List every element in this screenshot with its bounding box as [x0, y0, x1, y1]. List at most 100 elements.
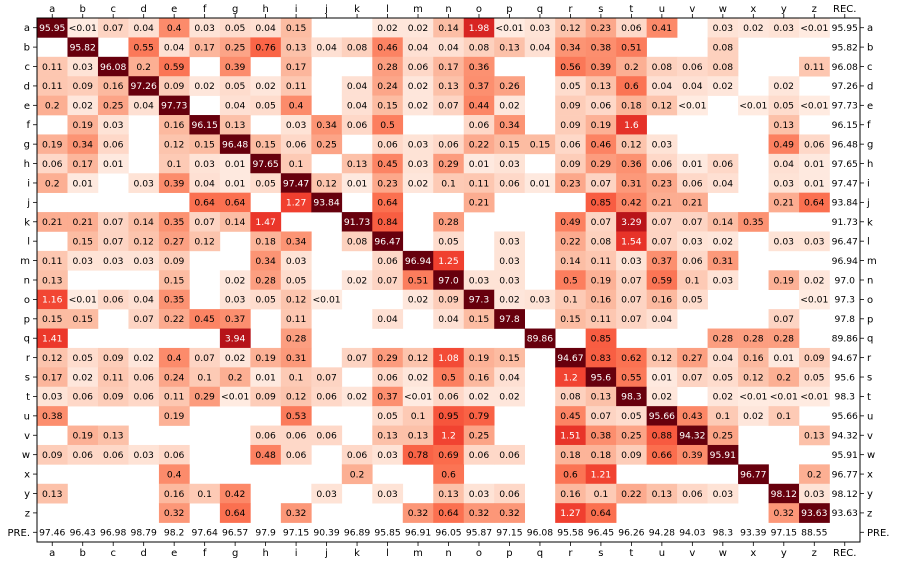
heatmap-cell — [646, 444, 678, 465]
heatmap-cell — [799, 95, 830, 116]
cell-value-label: 0.16 — [743, 353, 764, 364]
heatmap-cell — [494, 309, 526, 329]
cell-value-label: 97.47 — [283, 178, 309, 189]
cell-value-label: 1.41 — [42, 334, 62, 345]
cell-value-label: 0.17 — [194, 42, 215, 53]
heatmap-cell — [646, 483, 678, 504]
cell-value-label: 0.15 — [499, 139, 520, 150]
cell-value-label: 0.02 — [652, 392, 672, 403]
heatmap-cell — [67, 56, 99, 77]
cell-value-label: 0.09 — [103, 353, 124, 364]
cell-value-label: 0.11 — [164, 392, 184, 403]
heatmap-cell — [97, 212, 129, 232]
cell-value-label: 0.01 — [103, 159, 123, 170]
cell-value-label: 0.03 — [225, 295, 246, 306]
heatmap-cell — [616, 18, 647, 38]
cell-value-label: 0.2 — [228, 372, 243, 383]
heatmap-cell — [463, 406, 495, 426]
cell-value-label: 0.06 — [72, 392, 93, 403]
cell-value-label: 0.03 — [72, 256, 93, 267]
cell-value-label: 95.82 — [70, 42, 96, 53]
cell-value-label: 0.03 — [194, 159, 215, 170]
cell-value-label: 0.15 — [255, 139, 276, 150]
heatmap-cell — [128, 173, 160, 193]
cell-value-label: 0.08 — [713, 42, 734, 53]
recall-value-label: 97.3 — [835, 295, 856, 306]
cell-value-label: 0.08 — [469, 42, 490, 53]
cell-value-label: 0.02 — [225, 275, 245, 286]
cell-value-label: 0.2 — [45, 178, 60, 189]
cell-value-label: 0.42 — [621, 198, 641, 209]
heatmap-cell — [646, 347, 678, 368]
row-tick-label-right: q — [867, 334, 873, 345]
cell-value-label: 0.39 — [591, 62, 612, 73]
heatmap-cell — [280, 289, 312, 310]
heatmap-cell — [555, 250, 586, 271]
cell-value-label: 0.01 — [72, 178, 92, 189]
cell-value-label: 0.28 — [774, 334, 795, 345]
heatmap-cell — [524, 134, 556, 155]
cell-value-label: 0.03 — [133, 256, 154, 267]
row-tick-label-left: f — [26, 120, 30, 131]
cell-value-label: 0.02 — [499, 295, 519, 306]
heatmap-cell — [219, 173, 251, 193]
heatmap-cell — [494, 231, 526, 252]
cell-value-label: 0.28 — [286, 334, 307, 345]
recall-value-label: 96.94 — [832, 256, 858, 267]
heatmap-cell — [646, 173, 678, 193]
heatmap-cell — [341, 95, 373, 116]
heatmap-cell — [37, 134, 68, 155]
cell-value-label: 0.37 — [652, 256, 673, 267]
cell-value-label: 0.03 — [133, 450, 154, 461]
heatmap-cell — [341, 212, 373, 232]
heatmap-cell — [372, 134, 404, 155]
cell-value-label: 0.5 — [441, 372, 456, 383]
heatmap-cell — [768, 503, 800, 523]
cell-value-label: 0.03 — [286, 120, 307, 131]
row-tick-label-right: f — [867, 120, 871, 131]
heatmap-cell — [219, 56, 251, 77]
cell-value-label: 0.34 — [560, 42, 581, 53]
heatmap-cell — [97, 347, 129, 368]
recall-value-label: 97.47 — [832, 178, 858, 189]
heatmap-cell — [585, 37, 617, 58]
heatmap-cell — [494, 503, 526, 523]
cell-value-label: 0.06 — [316, 431, 337, 442]
cell-value-label: 0.14 — [713, 217, 734, 228]
heatmap-cell — [585, 406, 617, 426]
cell-value-label: 0.13 — [42, 489, 63, 500]
cell-value-label: 0.19 — [469, 353, 490, 364]
heatmap-cell — [67, 173, 99, 193]
cell-value-label: 0.04 — [774, 159, 795, 170]
heatmap-cell — [555, 270, 586, 291]
heatmap-cell — [616, 483, 647, 504]
heatmap-cell — [524, 289, 556, 310]
cell-value-label: 0.12 — [560, 23, 580, 34]
heatmap-cell — [280, 425, 312, 446]
heatmap-cell — [128, 56, 160, 77]
row-tick-label-left: h — [24, 159, 30, 170]
row-tick-label-left: w — [22, 450, 30, 461]
cell-value-label: 0.07 — [652, 217, 673, 228]
heatmap-cell — [250, 95, 282, 116]
heatmap-cell — [97, 76, 129, 96]
cell-value-label: 0.56 — [560, 62, 581, 73]
heatmap-cell — [555, 18, 586, 38]
recall-value-label: 94.67 — [832, 353, 858, 364]
heatmap-cell — [799, 386, 830, 407]
heatmap-cell — [280, 37, 312, 58]
heatmap-cell — [341, 270, 373, 291]
heatmap-cell — [677, 250, 708, 271]
cell-value-label: 0.05 — [255, 295, 276, 306]
cell-value-label: 0.03 — [194, 23, 215, 34]
heatmap-cell — [250, 231, 282, 252]
heatmap-cell — [219, 367, 251, 388]
heatmap-cell — [707, 386, 739, 407]
cell-value-label: 0.17 — [286, 62, 307, 73]
column-tick-label-bottom: q — [537, 548, 543, 559]
heatmap-cell — [555, 503, 586, 523]
cell-value-label: 0.05 — [225, 23, 246, 34]
cell-value-label: 0.03 — [804, 489, 825, 500]
row-tick-label-left: o — [24, 295, 30, 306]
cell-value-label: 97.73 — [161, 101, 187, 112]
